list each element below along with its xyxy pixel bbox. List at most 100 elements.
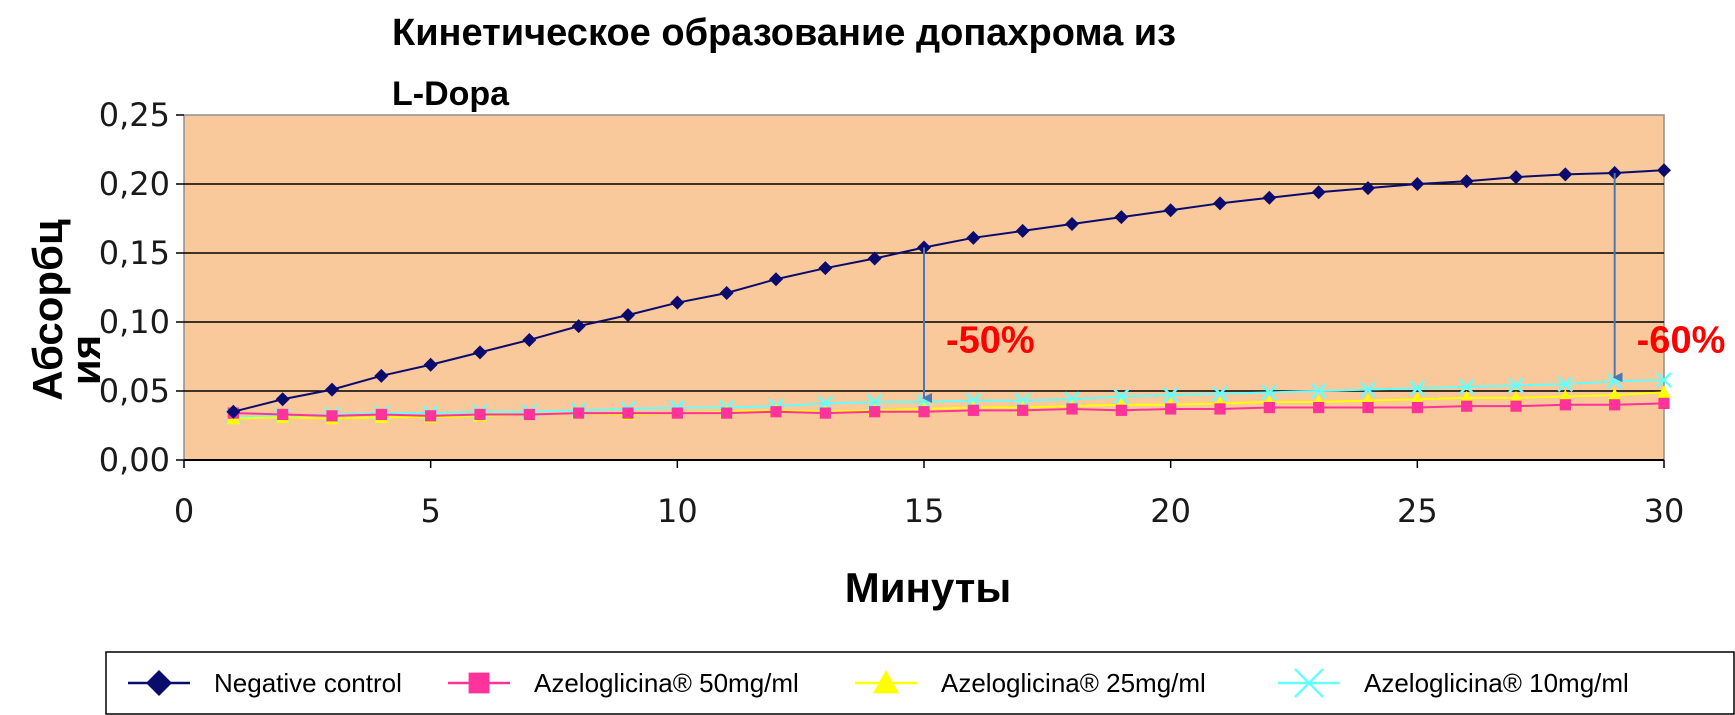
y-tick-label: 0,20 xyxy=(99,165,170,203)
data-point xyxy=(1609,399,1621,411)
data-point xyxy=(769,272,783,287)
data-point xyxy=(1362,401,1374,414)
data-point xyxy=(1263,401,1275,414)
data-point xyxy=(522,332,537,347)
data-point xyxy=(621,308,635,323)
data-point xyxy=(719,286,734,301)
data-point xyxy=(670,295,685,310)
data-point xyxy=(770,406,782,418)
y-axis-ticks: 0,00 0,05 0,10 0,15 0,20 0,25 xyxy=(99,96,184,479)
legend-items: Negative control Azeloglicina® 50mg/ml Aze… xyxy=(128,668,1629,698)
data-point xyxy=(1656,372,1672,388)
legend-marker xyxy=(1294,668,1324,698)
legend-label: Azeloglicina® 50mg/ml xyxy=(534,668,799,698)
data-point xyxy=(1410,392,1425,405)
data-point xyxy=(1409,380,1426,397)
x-tick-label: 30 xyxy=(1644,492,1685,530)
data-point xyxy=(1607,388,1622,401)
data-point xyxy=(473,345,487,360)
data-point xyxy=(967,404,979,416)
annotation-layer: -50% -60% xyxy=(922,172,1726,404)
data-point xyxy=(818,261,833,276)
data-point xyxy=(1015,223,1030,238)
data-point xyxy=(1313,401,1325,414)
legend-marker xyxy=(468,672,490,694)
data-point xyxy=(277,408,289,421)
data-point xyxy=(325,382,339,397)
data-point xyxy=(1311,185,1326,200)
data-point xyxy=(1558,389,1573,403)
data-point xyxy=(1162,387,1179,404)
data-point xyxy=(1214,403,1226,415)
x-tick-label: 15 xyxy=(904,492,945,530)
data-point xyxy=(1261,384,1278,401)
data-point xyxy=(1410,177,1425,191)
x-tick-label: 0 xyxy=(174,492,194,530)
data-point xyxy=(1509,390,1523,404)
series-line xyxy=(233,169,1665,413)
y-axis-title-line2: ия xyxy=(62,335,109,385)
data-point xyxy=(966,230,981,245)
annotation-label: -50% xyxy=(946,319,1035,361)
data-point xyxy=(275,392,290,407)
x-tick-label: 5 xyxy=(420,492,440,530)
data-point xyxy=(226,404,241,419)
data-point xyxy=(423,357,438,372)
data-point xyxy=(867,251,882,266)
data-point xyxy=(571,319,586,334)
data-point xyxy=(1212,385,1228,402)
x-tick-label: 25 xyxy=(1397,492,1438,530)
chart-title-line1: Кинетическое образование допахрома из xyxy=(392,12,1176,54)
series-line xyxy=(233,402,1665,417)
data-point xyxy=(1657,385,1671,398)
data-point xyxy=(1262,190,1277,205)
y-tick-label: 0,15 xyxy=(99,234,170,272)
legend-label: Negative control xyxy=(214,668,402,698)
legend-item: Azeloglicina® 50mg/ml xyxy=(448,668,799,698)
data-point xyxy=(1114,210,1129,225)
data-point xyxy=(1411,401,1423,414)
data-point xyxy=(1360,381,1376,398)
data-point xyxy=(671,407,683,419)
legend-item: Negative control xyxy=(128,668,402,698)
y-tick-label: 0,10 xyxy=(99,303,170,341)
data-point xyxy=(1459,390,1474,404)
data-point xyxy=(573,407,585,419)
data-point xyxy=(1508,377,1524,394)
data-point xyxy=(1657,163,1671,178)
data-point xyxy=(425,410,437,422)
y-tick-label: 0,05 xyxy=(99,372,170,410)
legend-label: Azeloglicina® 10mg/ml xyxy=(1364,668,1629,698)
legend-marker xyxy=(873,670,899,694)
x-axis-ticks: 0 5 10 15 20 25 30 xyxy=(174,459,1685,530)
x-tick-label: 20 xyxy=(1150,492,1191,530)
data-point xyxy=(374,368,389,383)
data-point xyxy=(1459,174,1474,189)
data-point xyxy=(1163,203,1178,218)
data-point xyxy=(1559,399,1571,411)
data-point xyxy=(375,408,387,421)
y-tick-label: 0,00 xyxy=(99,441,170,479)
data-point xyxy=(1115,404,1127,416)
data-point xyxy=(1461,400,1473,412)
data-point xyxy=(1310,383,1327,399)
legend-item: Azeloglicina® 10mg/ml xyxy=(1278,668,1629,698)
data-point xyxy=(1065,217,1079,232)
legend-item: Azeloglicina® 25mg/ml xyxy=(855,668,1206,698)
data-point xyxy=(721,407,733,419)
data-point xyxy=(1558,167,1573,182)
legend xyxy=(105,651,1735,715)
annotation-label: -60% xyxy=(1637,319,1726,361)
data-point xyxy=(918,406,930,418)
data-point xyxy=(1017,404,1029,416)
data-point xyxy=(622,407,634,419)
y-tick-label: 0,25 xyxy=(99,96,170,134)
data-point xyxy=(869,406,881,418)
x-axis-title: Минуты xyxy=(845,564,1011,611)
data-point xyxy=(1458,378,1475,395)
series-1 xyxy=(226,163,1671,419)
data-point xyxy=(1213,196,1227,211)
data-point xyxy=(1557,376,1574,392)
legend-label: Azeloglicina® 25mg/ml xyxy=(941,668,1206,698)
